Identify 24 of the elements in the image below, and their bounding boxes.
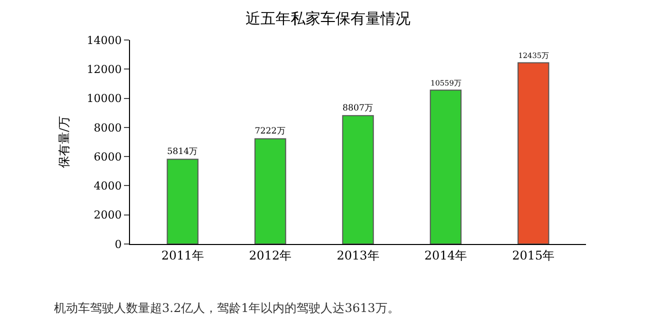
- bar: [342, 115, 374, 244]
- chart-title: 近五年私家车保有量情况: [246, 9, 410, 28]
- y-axis-title: 保有量/万: [57, 116, 72, 168]
- data-label: 8807万: [342, 104, 374, 114]
- x-tick-label: 2011年: [161, 248, 204, 262]
- bar: [166, 158, 198, 244]
- x-tick-label: 2015年: [512, 248, 555, 262]
- bar: [518, 62, 550, 244]
- text: 机动车驾驶人数量超3.2亿人，驾龄1年以内的驾驶人达3613万。: [54, 301, 400, 315]
- y-tick-label: 10000: [86, 92, 122, 106]
- y-tick-label: 2000: [94, 208, 122, 222]
- data-label: 5814万: [167, 147, 198, 158]
- y-tick-label: 14000: [86, 34, 122, 47]
- bar: [430, 90, 462, 244]
- x-tick-label: 2013年: [336, 248, 380, 262]
- y-tick-label: 6000: [94, 150, 122, 164]
- x-tick-label: 2012年: [249, 248, 292, 262]
- x-tick-label: 2014年: [424, 248, 467, 262]
- data-label: 7222万: [254, 126, 286, 137]
- y-tick-label: 4000: [94, 180, 122, 193]
- y-tick-label: 8000: [94, 121, 122, 134]
- y-tick-label: 12000: [86, 62, 122, 76]
- bar: [254, 138, 286, 244]
- y-tick-label: 0: [114, 238, 122, 251]
